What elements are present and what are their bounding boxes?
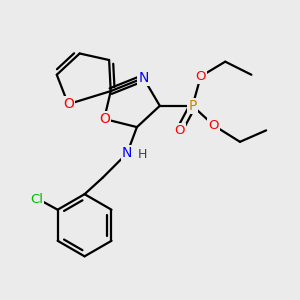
Text: O: O bbox=[99, 112, 110, 126]
Text: O: O bbox=[174, 124, 185, 137]
Text: O: O bbox=[196, 70, 206, 83]
Text: N: N bbox=[122, 146, 132, 160]
Text: H: H bbox=[138, 148, 147, 161]
Text: Cl: Cl bbox=[30, 194, 43, 206]
Text: N: N bbox=[138, 71, 148, 85]
Text: O: O bbox=[208, 119, 219, 132]
Text: P: P bbox=[188, 99, 197, 113]
Text: O: O bbox=[63, 97, 74, 111]
